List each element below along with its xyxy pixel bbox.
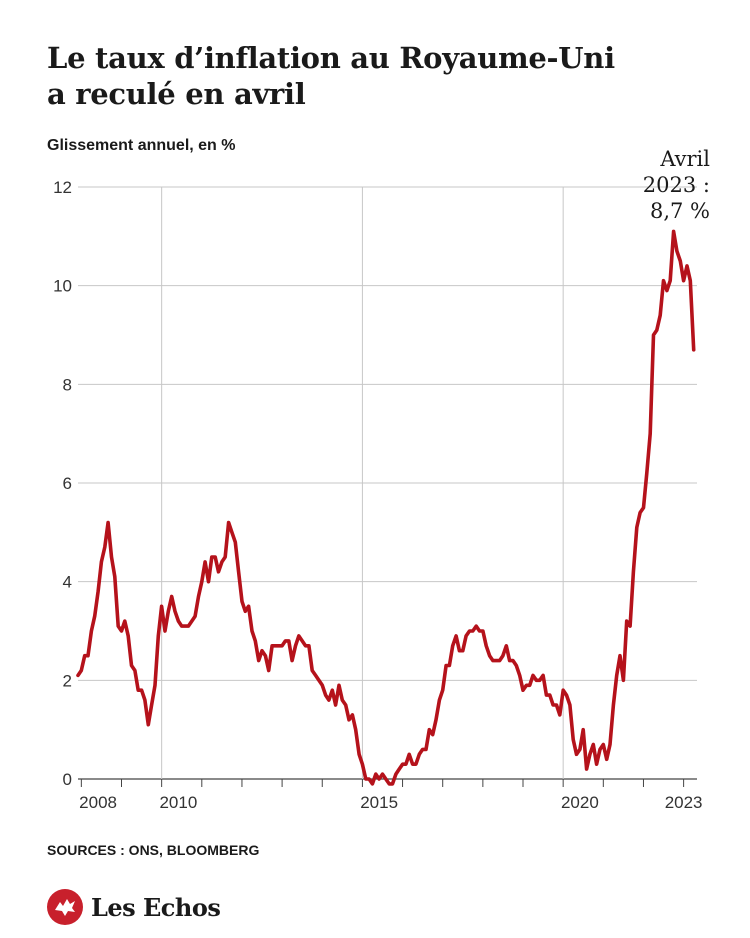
y-tick-label: 6	[63, 474, 72, 493]
annotation-label-line: 2023 :	[643, 173, 710, 197]
chart-title-line-2: a reculé en avril	[47, 77, 306, 111]
y-tick-label: 10	[53, 277, 72, 296]
y-tick-label: 2	[63, 671, 72, 690]
les-echos-logo: Les Echos	[47, 889, 221, 925]
logo-emblem-icon	[47, 889, 83, 925]
logo-wordmark: Les Echos	[91, 892, 221, 922]
source-note: SOURCES : ONS, BLOOMBERG	[47, 842, 260, 858]
y-tick-label: 0	[63, 770, 72, 789]
y-tick-label: 8	[63, 375, 72, 394]
x-tick-label: 2015	[360, 793, 398, 812]
annotation-label-line: Avril	[659, 147, 710, 171]
x-tick-label: 2010	[159, 793, 197, 812]
y-tick-label: 4	[63, 573, 72, 592]
chart-title-line-1: Le taux d’inflation au Royaume-Uni	[47, 41, 615, 75]
x-tick-label: 2023	[665, 793, 703, 812]
chart-subtitle: Glissement annuel, en %	[47, 137, 236, 154]
y-tick-label: 12	[53, 178, 72, 197]
chart-title: Le taux d’inflation au Royaume-Uni a rec…	[47, 40, 687, 112]
inflation-series-line	[76, 229, 696, 786]
x-tick-label: 2020	[561, 793, 599, 812]
annotation-label-line: 8,7 %	[650, 199, 710, 223]
x-tick-label: 2008	[79, 793, 117, 812]
